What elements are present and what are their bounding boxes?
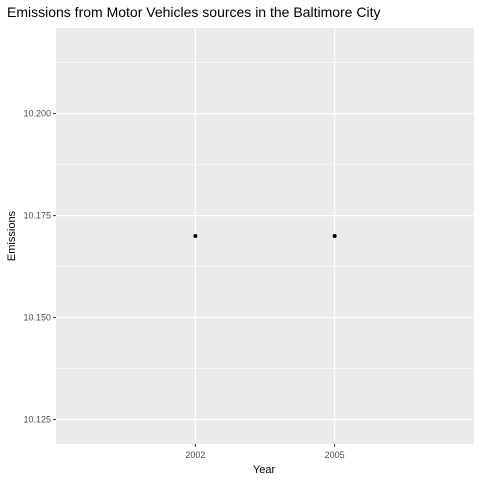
chart-title: Emissions from Motor Vehicles sources in… — [7, 4, 380, 20]
x-tick-label: 2005 — [325, 450, 345, 460]
minor-grid — [56, 62, 474, 369]
data-point — [332, 234, 337, 238]
data-points — [193, 234, 337, 238]
y-tick-label: 10.150 — [23, 313, 51, 323]
x-tick-label: 2002 — [185, 450, 205, 460]
y-tick-label: 10.175 — [23, 211, 51, 221]
data-point — [193, 234, 198, 238]
plot-panel — [56, 28, 474, 444]
y-tick-label: 10.200 — [23, 109, 51, 119]
y-axis: 10.125 10.150 10.175 10.200 — [23, 109, 56, 425]
y-tick-label: 10.125 — [23, 415, 51, 425]
y-axis-title: Emissions — [6, 210, 18, 261]
x-axis-title: Year — [253, 464, 276, 476]
x-axis: 2002 2005 — [185, 444, 345, 460]
